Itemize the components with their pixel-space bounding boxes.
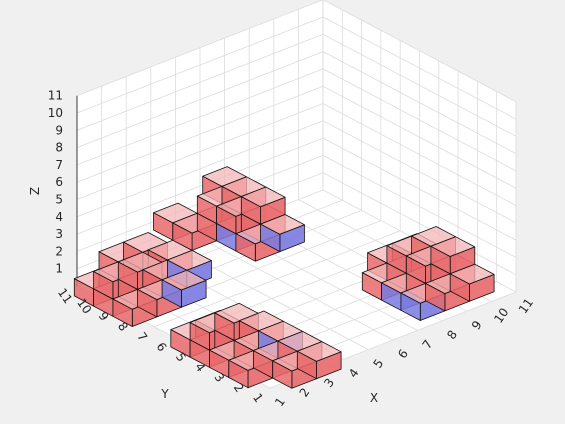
grid-line [322,172,517,276]
x-tick-label: 3 [321,376,337,390]
grid-line [322,51,517,154]
z-tick-label: 3 [55,227,63,241]
voxel-block [161,269,207,308]
y-tick-label: 2 [231,381,247,395]
y-tick-label: 7 [134,330,150,344]
z-tick-label: 2 [55,244,63,258]
y-tick-label: 5 [173,350,189,364]
voxel-block [260,214,305,253]
grid-line [322,68,517,172]
grid-line [76,137,324,235]
grid-line [76,85,324,183]
z-axis-label: Z [28,187,42,195]
y-tick-label: 4 [192,360,208,374]
grid-line [322,103,517,206]
voxel-top-face [296,341,342,362]
grid-line [76,103,324,200]
voxel-top-face [260,214,305,235]
grid-line [322,16,517,120]
x-tick-label: 6 [395,347,411,361]
y-axis-label: Y [160,387,169,401]
x-tick-label: 11 [516,296,536,317]
x-tick-label: 5 [370,356,386,370]
z-tick-label: 10 [48,106,63,120]
voxel-top-face [166,249,212,271]
grid-line [76,68,324,166]
voxel-block [430,236,476,275]
x-tick-label: 10 [491,305,511,326]
z-tick-label: 11 [48,89,63,103]
x-tick-label: 1 [272,395,288,409]
grid-line [76,16,324,114]
z-tick-label: 1 [55,262,63,276]
x-tick-label: 7 [420,337,436,351]
grid-line [76,120,324,218]
x-tick-label: 9 [469,318,485,332]
voxel-plot [73,166,495,389]
grid-line [322,33,517,137]
z-tick-label: 5 [55,193,63,207]
z-tick-label: 6 [55,175,63,189]
y-tick-label: 9 [96,309,112,323]
y-tick-label: 8 [115,319,131,333]
z-tick-label: 7 [55,158,63,172]
x-axis-label: X [370,391,378,405]
grid-line [76,0,324,97]
y-tick-label: 6 [154,340,170,354]
voxel-top-face [430,236,476,257]
y-tick-label: 3 [211,370,227,384]
grid-line [76,51,324,148]
voxel-top-face [161,269,207,291]
z-tick-label: 8 [55,141,63,155]
grid-line [154,230,401,328]
grid-line [322,137,517,241]
z-tick-label: 4 [55,210,63,224]
y-tick-label: 1 [250,391,266,405]
voxel-block [449,263,495,302]
x-tick-label: 8 [444,328,460,342]
voxel-block [240,186,286,225]
x-tick-label: 4 [346,366,362,380]
z-tick-labels: 1 2 3 4 5 6 7 8 9 10 11 [48,89,63,276]
z-tick-label: 9 [55,123,63,137]
grid-line [76,33,324,131]
x-tick-label: 2 [297,385,313,399]
voxel-top-face [449,263,495,285]
grid-line [322,85,517,189]
grid-line [322,155,517,258]
voxel-block [296,341,342,380]
y-tick-label: 11 [55,286,75,307]
grid-line [322,0,517,103]
grid-line [322,120,517,224]
voxel-top-face [240,186,286,208]
